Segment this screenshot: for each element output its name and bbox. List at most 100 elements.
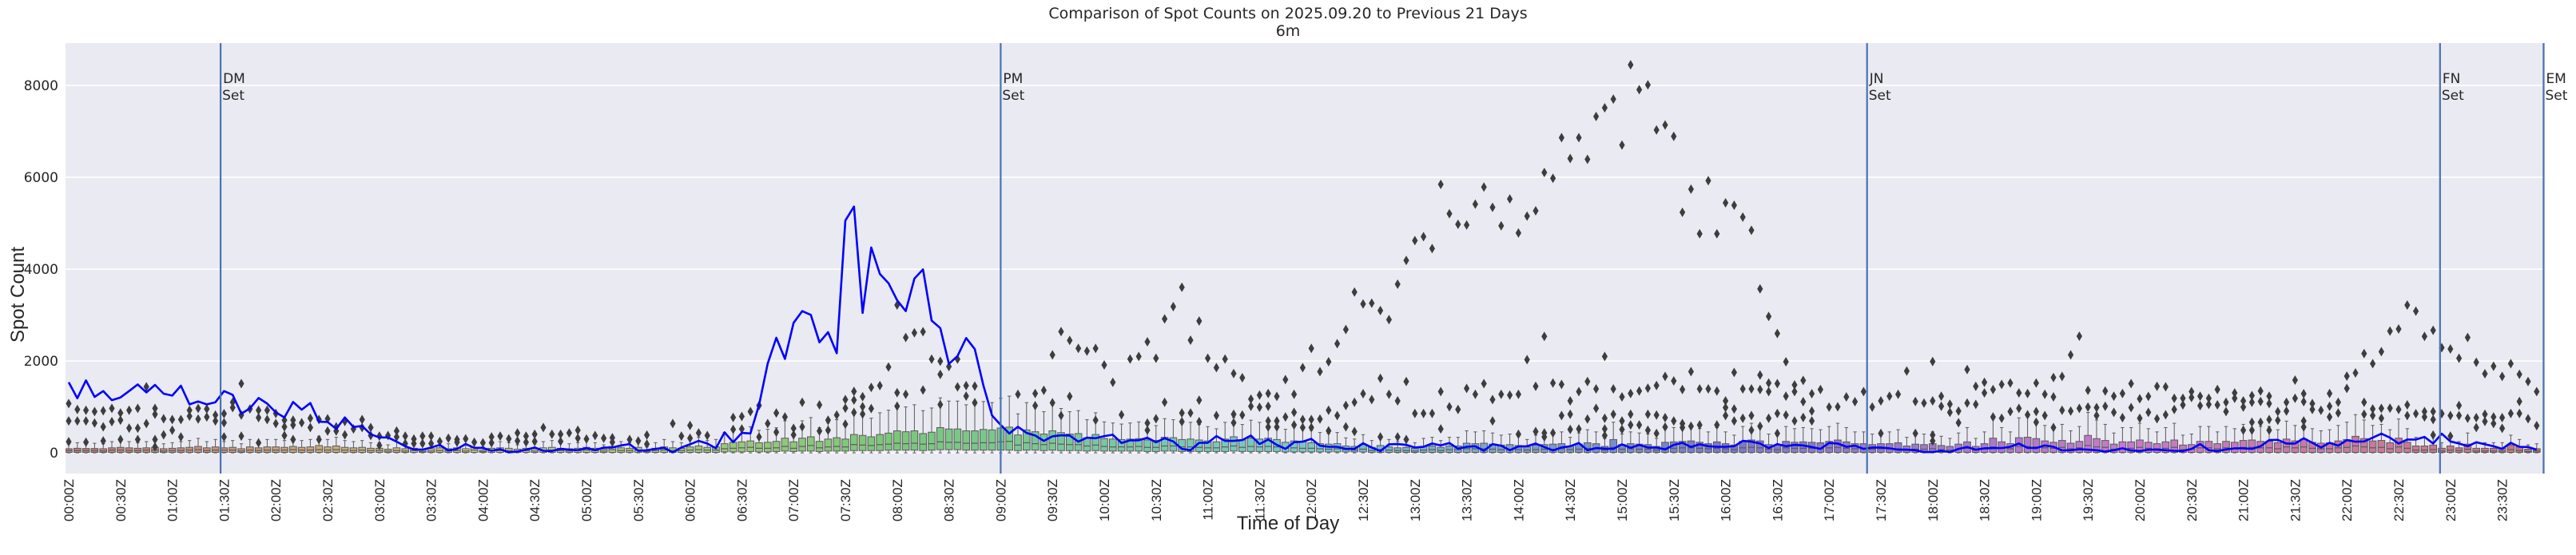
outlier-point: [1869, 402, 1875, 412]
outlier-point: [670, 418, 676, 429]
outlier-point: [1515, 429, 1521, 439]
outlier-point: [1723, 396, 1729, 406]
box: [1652, 446, 1661, 454]
box: [2109, 443, 2118, 454]
box: [936, 426, 944, 450]
outlier-point: [972, 381, 978, 391]
outlier-point: [601, 433, 607, 443]
outlier-point: [2534, 421, 2540, 431]
outlier-point: [213, 416, 219, 426]
box: [2057, 440, 2066, 454]
outlier-point: [1385, 315, 1392, 325]
box: [2084, 434, 2093, 454]
outlier-point: [1532, 381, 1539, 391]
outlier-point: [2257, 396, 2264, 406]
outlier-point: [2050, 372, 2057, 383]
outlier-point: [1213, 363, 1219, 373]
box: [746, 440, 755, 452]
outlier-point: [385, 430, 392, 441]
outlier-point: [860, 409, 866, 419]
outlier-point: [2232, 393, 2238, 403]
outlier-point: [1464, 383, 1470, 394]
box: [2438, 447, 2446, 454]
x-tick-label: 19:30Z: [2081, 479, 2096, 521]
outlier-point: [1662, 120, 1668, 130]
outlier-point: [592, 430, 598, 441]
x-tick-label: 04:00Z: [475, 479, 491, 521]
outlier-point: [2145, 391, 2152, 402]
outlier-point: [1930, 356, 1936, 367]
x-tick-label: 12:30Z: [1356, 479, 1371, 521]
outlier-point: [2119, 413, 2125, 423]
box: [1005, 426, 1014, 451]
outlier-point: [2102, 401, 2109, 411]
outlier-point: [626, 434, 633, 445]
outlier-point: [1601, 413, 1608, 423]
outlier-point: [2327, 412, 2333, 422]
outlier-point: [1222, 354, 1228, 364]
outlier-point: [307, 422, 313, 433]
outlier-point: [2033, 406, 2039, 417]
outlier-point: [1739, 413, 1746, 423]
outlier-point: [1256, 390, 1262, 400]
outlier-point: [2240, 425, 2247, 435]
outlier-point: [109, 403, 115, 414]
outlier-point: [1489, 416, 1496, 426]
outlier-point: [1843, 392, 1850, 402]
outlier-point: [1593, 403, 1600, 414]
outlier-point: [1766, 311, 1772, 322]
outlier-point: [1860, 387, 1866, 397]
outlier-point: [143, 382, 149, 392]
outlier-point: [2456, 400, 2463, 410]
box: [1721, 443, 1730, 454]
outlier-point: [773, 427, 780, 438]
outlier-point: [2343, 371, 2350, 382]
box: [2136, 439, 2144, 454]
outlier-point: [2292, 375, 2298, 386]
outlier-point: [851, 395, 857, 406]
outlier-point: [2352, 368, 2359, 379]
box: [901, 431, 910, 451]
outlier-point: [1274, 416, 1280, 426]
outlier-point: [1964, 364, 1970, 375]
outlier-point: [1800, 412, 1807, 422]
outlier-point: [1671, 376, 1677, 387]
x-tick-label: 10:00Z: [1097, 479, 1112, 521]
outlier-point: [2447, 410, 2454, 421]
outlier-point: [307, 413, 313, 423]
outlier-point: [2387, 326, 2393, 336]
box: [824, 438, 833, 452]
outlier-point: [1274, 422, 1280, 432]
outlier-point: [2499, 423, 2506, 434]
outlier-point: [1705, 176, 1711, 186]
outlier-point: [583, 434, 590, 444]
box: [1022, 429, 1031, 451]
outlier-point: [2343, 383, 2350, 394]
y-tick-label: 8000: [24, 78, 58, 94]
box: [1065, 434, 1074, 451]
outlier-point: [1696, 228, 1703, 239]
box: [2273, 442, 2282, 454]
outlier-point: [2145, 407, 2152, 418]
outlier-point: [2188, 387, 2195, 397]
outlier-point: [1878, 396, 1884, 406]
event-label: JN: [1869, 71, 1884, 87]
outlier-point: [2068, 406, 2074, 416]
outlier-point: [1644, 80, 1651, 90]
outlier-point: [2499, 413, 2506, 423]
outlier-point: [186, 405, 193, 415]
outlier-point: [1377, 373, 1384, 383]
box: [1937, 445, 1946, 454]
box: [2446, 445, 2455, 454]
outlier-point: [972, 398, 978, 408]
outlier-point: [1049, 350, 1055, 360]
outlier-point: [1930, 430, 1936, 440]
outlier-point: [695, 428, 702, 438]
outlier-point: [1040, 385, 1047, 395]
outlier-point: [1680, 422, 1686, 433]
outlier-point: [1783, 391, 1789, 402]
outlier-point: [1584, 376, 1591, 387]
outlier-point: [161, 430, 167, 440]
box: [2127, 441, 2136, 454]
